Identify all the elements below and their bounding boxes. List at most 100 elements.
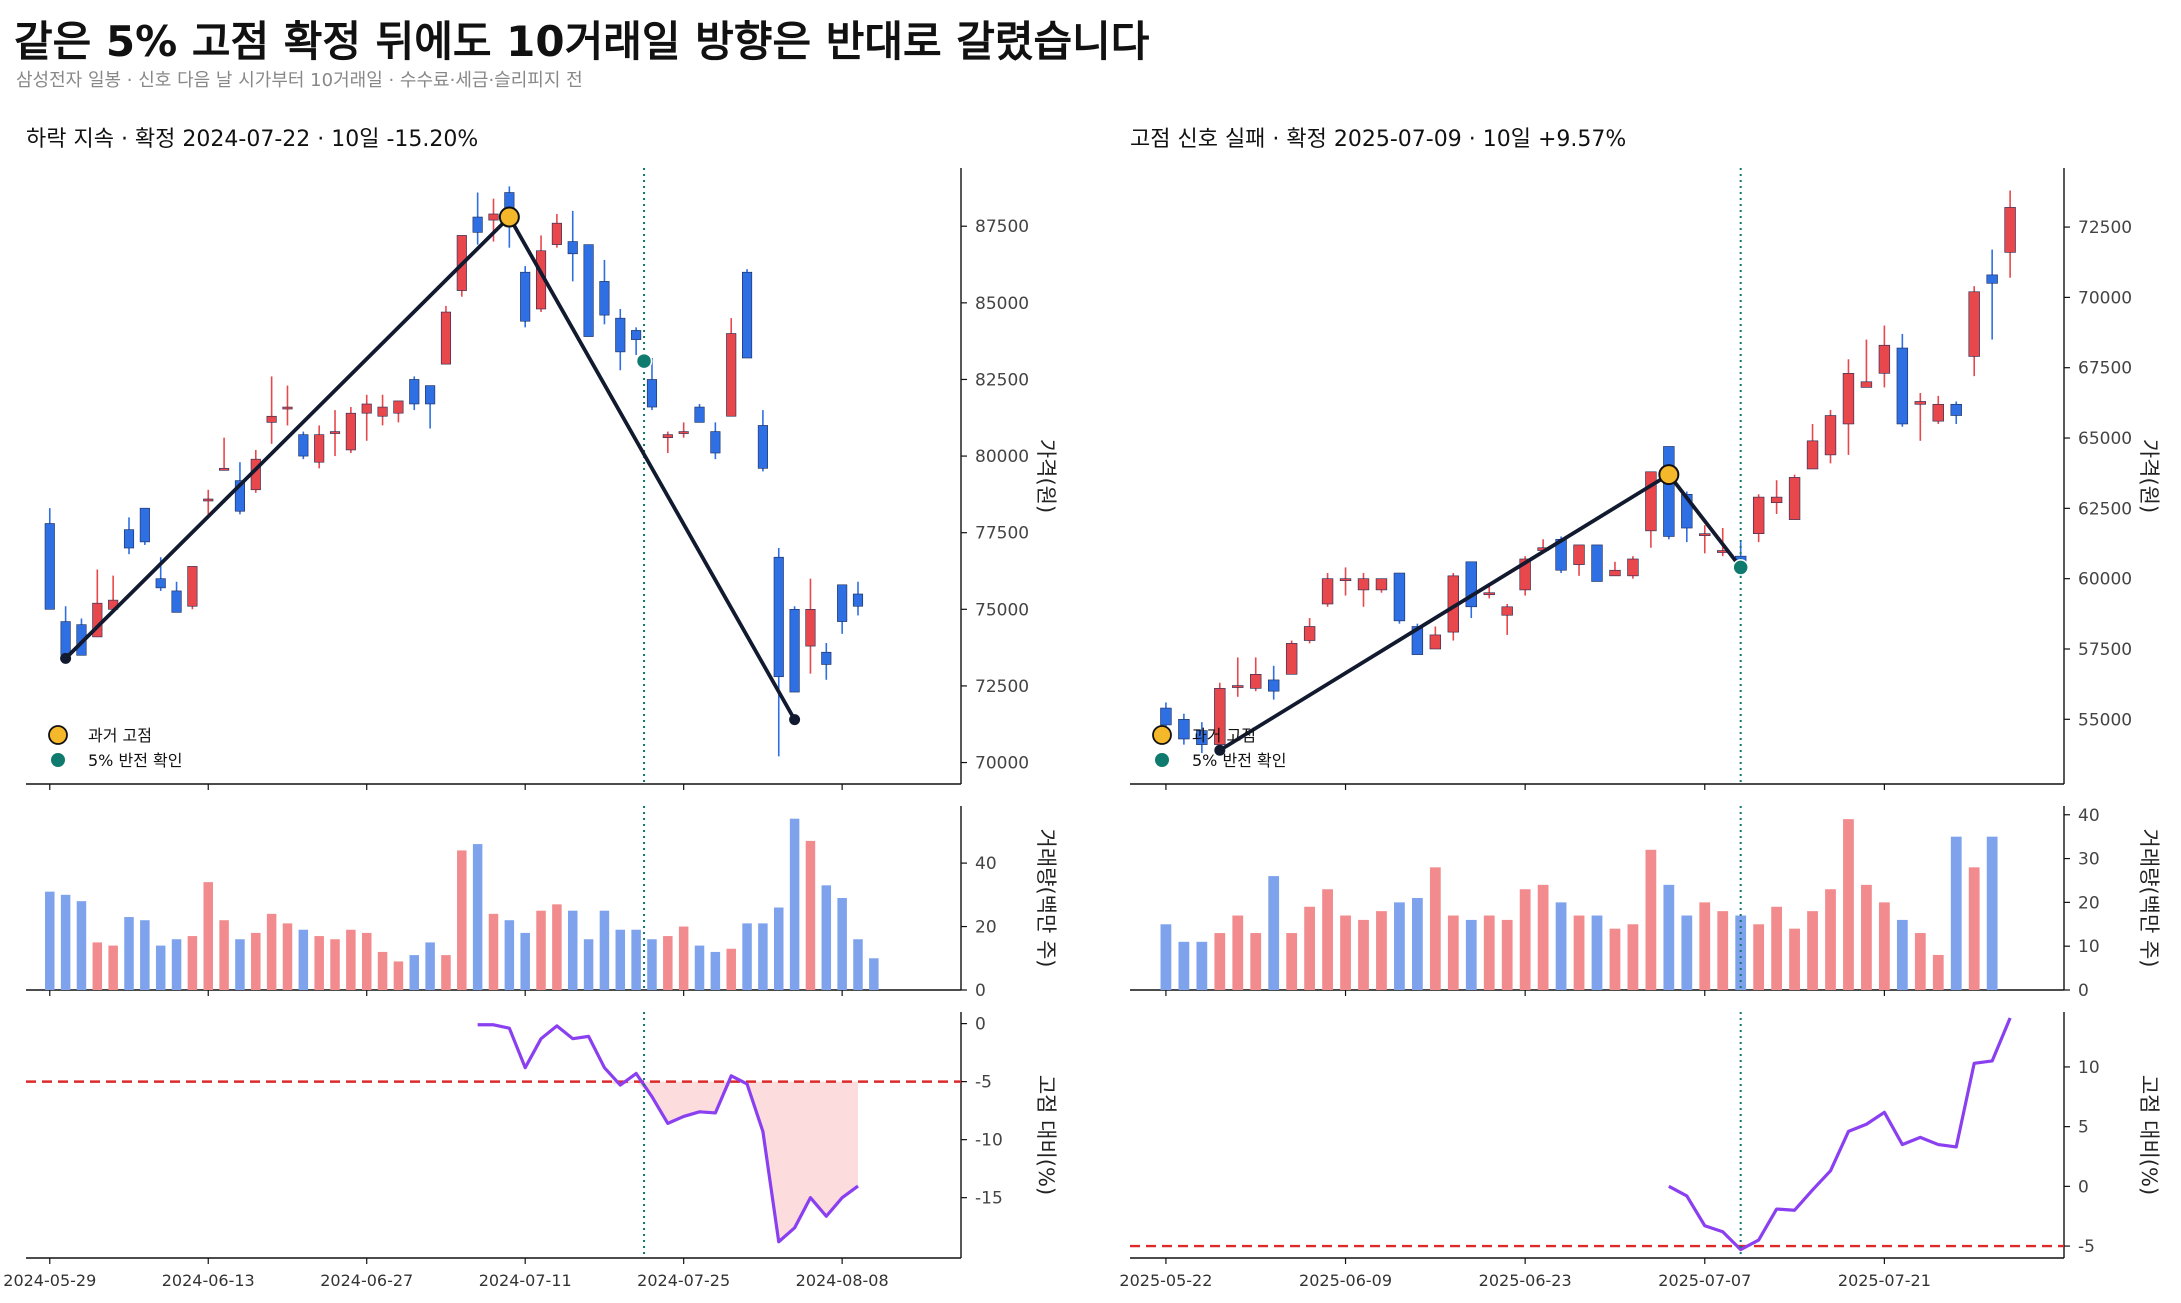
candle — [789, 606, 800, 693]
candle-body — [203, 498, 214, 502]
candle-body — [520, 271, 531, 322]
ratio-tick-label: -15 — [975, 1189, 1003, 1209]
volume-bar — [1843, 819, 1854, 990]
volume-bar — [298, 929, 309, 990]
page-title: 같은 5% 고점 확정 뒤에도 10거래일 방향은 반대로 갈렸습니다 — [14, 17, 1150, 66]
candle — [1375, 578, 1388, 593]
candle-body — [567, 241, 578, 255]
volume-bar — [774, 907, 784, 990]
chart-panel-1: 하락 지속 · 확정 2024-07-22 · 10일 -15.20% 2024-… — [3, 127, 1058, 1290]
candle-body — [821, 651, 832, 665]
candle — [631, 327, 642, 355]
candle — [425, 385, 436, 429]
volume-bar — [60, 894, 71, 990]
panel-title: 하락 지속 · 확정 2024-07-22 · 10일 -15.20% — [26, 127, 478, 152]
candle-body — [187, 566, 198, 607]
volume-bar — [710, 951, 721, 990]
candle-body — [2004, 207, 2016, 253]
candle-body — [1699, 533, 1711, 536]
candle-body — [1896, 347, 1909, 425]
volume-bar — [203, 882, 213, 990]
panel-title: 고점 신호 실패 · 확정 2025-07-09 · 10일 +9.57% — [1130, 127, 1626, 152]
candle — [329, 410, 341, 457]
volume-bar — [1160, 924, 1172, 990]
drawdown-shade — [604, 1081, 858, 1242]
volume-bar — [1214, 933, 1226, 990]
candle-body — [1842, 373, 1855, 425]
volume-bar — [92, 942, 103, 990]
price-tick-label: 72500 — [975, 677, 1029, 697]
candle — [234, 462, 245, 515]
candle — [1699, 525, 1711, 554]
volume-bar — [694, 945, 705, 990]
candle-body — [282, 406, 293, 410]
volume-bar — [726, 948, 736, 990]
candle — [1196, 722, 1208, 754]
candle — [1986, 249, 1998, 340]
candle-body — [805, 609, 816, 647]
volume-bar — [346, 929, 356, 990]
volume-bar — [869, 958, 879, 990]
candle-body — [646, 379, 658, 408]
candle-body — [1214, 688, 1226, 745]
volume-bar — [758, 923, 768, 990]
candle — [1824, 409, 1837, 464]
volume-bar — [1968, 867, 1980, 990]
candle — [139, 507, 150, 545]
candle — [583, 244, 594, 337]
volume-bar — [219, 920, 229, 990]
volume-bar — [1699, 902, 1711, 990]
candle-body — [1770, 496, 1783, 504]
candle-body — [1950, 403, 1962, 416]
candle — [615, 308, 626, 371]
volume-bar — [472, 844, 483, 990]
candle-body — [1250, 674, 1262, 689]
candle — [662, 431, 673, 454]
candle — [1178, 713, 1190, 745]
volume-bar — [1932, 954, 1944, 990]
price-tick-label: 60000 — [2078, 570, 2132, 590]
peak-marker — [1658, 464, 1680, 486]
volume-bar — [377, 951, 388, 990]
candle-body — [1627, 558, 1639, 577]
volume-tick-label: 10 — [2078, 937, 2100, 957]
candle-body — [1663, 446, 1675, 537]
volume-bar — [1322, 889, 1333, 990]
peak-marker — [498, 206, 520, 228]
candle — [1214, 682, 1226, 751]
candle-body — [678, 431, 689, 434]
candle-body — [425, 385, 436, 405]
candle-body — [345, 412, 356, 451]
candle-body — [1393, 572, 1406, 622]
volume-bar — [1268, 876, 1280, 990]
volume-bar — [536, 910, 546, 990]
candle — [1896, 333, 1909, 427]
volume-bar — [504, 920, 515, 990]
candle-body — [1232, 685, 1244, 688]
candle — [187, 566, 198, 610]
candle — [1591, 544, 1603, 582]
confirm-marker — [635, 352, 653, 370]
candle-body — [1178, 719, 1190, 740]
candle — [773, 548, 784, 757]
price-tick-label: 72500 — [2078, 218, 2132, 238]
legend-peak-label: 과거 고점 — [88, 726, 152, 745]
candle — [1914, 393, 1926, 441]
candle-body — [1573, 544, 1585, 565]
ratio-tick-label: -10 — [975, 1131, 1003, 1151]
volume-bar — [1376, 911, 1387, 990]
pivot-line — [64, 215, 797, 721]
candle-body — [1483, 592, 1495, 596]
candle-body — [44, 523, 55, 610]
volume-bar — [251, 932, 261, 990]
candle-body — [599, 281, 610, 316]
candle — [1842, 359, 1855, 455]
volume-bar — [1411, 898, 1423, 990]
volume-bar — [599, 910, 610, 990]
candle — [345, 407, 356, 454]
price-tick-label: 62500 — [2078, 499, 2132, 519]
price-tick-label: 55000 — [2078, 710, 2132, 730]
volume-bar — [837, 898, 847, 990]
x-tick-label: 2024-06-27 — [320, 1271, 413, 1290]
candle-body — [1878, 344, 1891, 374]
